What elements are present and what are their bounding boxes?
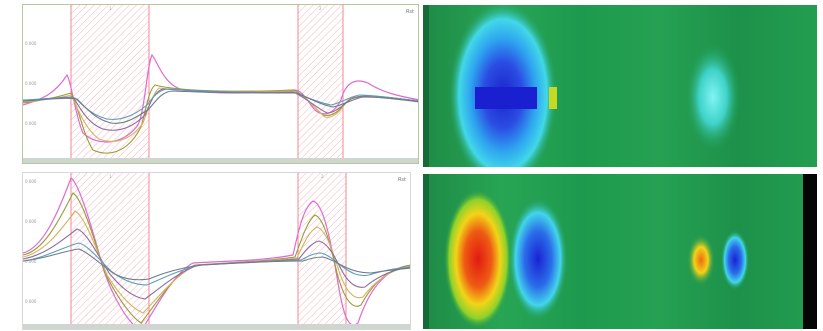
highlight-region-1[interactable] [71, 5, 149, 160]
highlight-region-3[interactable] [71, 173, 149, 327]
cursor-label-3: 1 [109, 174, 112, 179]
reset-button-top[interactable]: Rst [405, 9, 414, 15]
heatmap-blob-red [444, 189, 512, 329]
trace-grey-b [23, 248, 410, 281]
heatmap-canvas-bottom[interactable] [423, 174, 817, 329]
heatmap-panel-bottom[interactable] [423, 174, 817, 329]
heatmap-panel-top[interactable] [423, 5, 817, 167]
svg-text:0.000: 0.000 [25, 219, 37, 224]
trace-olive [23, 84, 418, 154]
heatmap-blob-yellow [687, 234, 715, 286]
svg-text:0.000: 0.000 [25, 81, 37, 86]
cursor-label-1: 1 [109, 6, 112, 11]
highlight-region-4[interactable] [298, 173, 346, 327]
horizontal-scrollbar-bottom[interactable] [23, 324, 410, 329]
heatmap-blob-blue-2 [508, 197, 568, 321]
heatmap-blob-blue-3 [721, 230, 749, 290]
plot-panel-top[interactable]: 1 2 0.000 0.000 0.000 Rst [22, 4, 419, 164]
cursor-label-4: 2 [321, 174, 324, 179]
svg-text:0.000: 0.000 [25, 259, 37, 264]
svg-text:0.000: 0.000 [25, 41, 37, 46]
reset-button-bottom[interactable]: Rst [397, 177, 406, 183]
svg-text:0.000: 0.000 [25, 121, 37, 126]
heatmap-edge-bar [803, 174, 817, 329]
trace-grey [23, 90, 418, 124]
plot-canvas-top[interactable]: 1 2 0.000 0.000 0.000 [23, 5, 419, 164]
horizontal-scrollbar-top[interactable] [23, 158, 418, 163]
highlight-region-2[interactable] [298, 5, 343, 160]
plot-panel-bottom[interactable]: 1 2 0.000 0.000 0.000 0.000 Rst [22, 172, 411, 330]
heatmap-blob-blue [448, 5, 558, 167]
heatmap-blob-cyan [685, 42, 741, 152]
svg-text:0.000: 0.000 [25, 179, 37, 184]
heatmap-canvas-top[interactable] [423, 5, 817, 167]
cursor-label-2: 2 [319, 6, 322, 11]
svg-text:0.000: 0.000 [25, 299, 37, 304]
trace-magenta-b [23, 177, 410, 329]
plot-canvas-bottom[interactable]: 1 2 0.000 0.000 0.000 0.000 [23, 173, 411, 330]
